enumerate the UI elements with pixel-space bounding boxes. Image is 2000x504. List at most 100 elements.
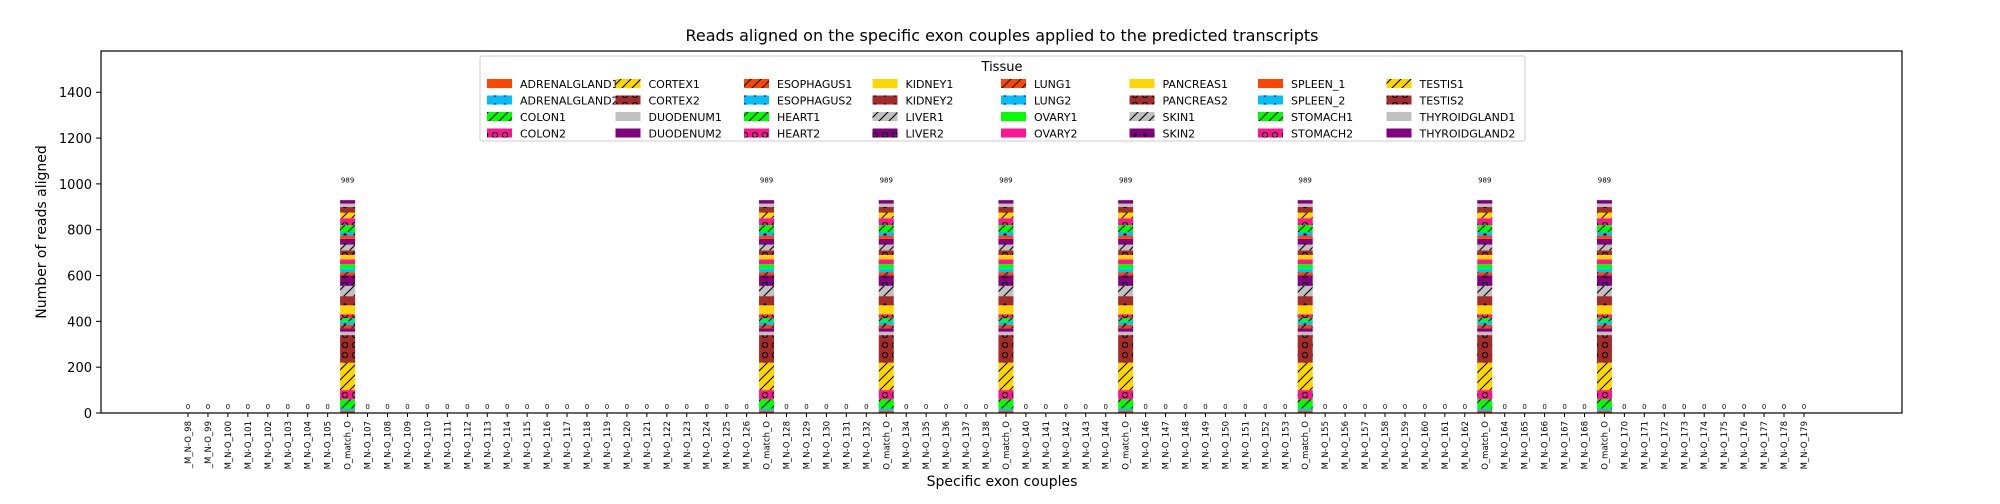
bar-segment-heart1 [1477, 317, 1493, 322]
legend-item-skin2: SKIN2 [1129, 128, 1195, 141]
x-tick-label: M_N-O_144 [1102, 421, 1112, 469]
bar-segment-pancreas2 [340, 250, 356, 255]
bar-segment-testis1 [878, 212, 894, 219]
legend-item-adrenalgland1: ADRENALGLAND1 [487, 78, 619, 91]
bar-segment-cortex1 [1596, 362, 1612, 391]
legend-label: THYROIDGLAND1 [1419, 111, 1516, 124]
bar-total-label: 0 [1522, 403, 1526, 411]
bar-segment-colon2 [998, 390, 1014, 400]
legend-item-esophagus2: ESOPHAGUS2 [744, 95, 852, 108]
bar-segment-testis1 [998, 212, 1014, 219]
bar-segment-liver2 [1297, 275, 1313, 286]
legend-label: LUNG2 [1034, 95, 1071, 108]
x-tick-label: M_N-O_118 [583, 421, 593, 469]
bar-total-label: 989 [880, 176, 893, 184]
bar-segment-esophagus2 [1297, 321, 1313, 325]
bar-total-label: 0 [585, 403, 589, 411]
bar-total-label: 0 [1103, 403, 1107, 411]
bar-segment-cortex1 [1297, 362, 1313, 391]
bar-segment-duodenum1 [1297, 331, 1313, 336]
bar-segment-ovary1 [1477, 264, 1493, 269]
bar-segment-cortex2 [1477, 335, 1493, 363]
bar-total-label: 0 [1702, 403, 1706, 411]
bar-total-label: 0 [784, 403, 788, 411]
bar-segment-adrenalgland1 [878, 410, 894, 413]
bar-segment-thyroidgland1 [1596, 203, 1612, 208]
bar-total-label: 0 [1742, 403, 1746, 411]
legend-label: CORTEX2 [649, 95, 700, 108]
bar-segment-liver1 [998, 285, 1014, 297]
y-tick-label: 200 [67, 361, 92, 376]
x-tick-label: M_N-O_119 [603, 421, 613, 469]
bar-segment-thyroidgland2 [1596, 200, 1612, 204]
bar-segment-ovary1 [1118, 264, 1134, 269]
bar-segment-esophagus1 [759, 324, 775, 329]
x-tick-label: O_match_O [1122, 421, 1132, 470]
bar-segment-duodenum2 [878, 328, 894, 332]
bar-total-label: 0 [844, 403, 848, 411]
x-tick-label: M_N-O_171 [1640, 421, 1650, 469]
legend-label: DUODENUM2 [649, 128, 722, 141]
bar-segment-colon1 [1118, 399, 1134, 409]
bar-segment-cortex2 [1118, 335, 1134, 363]
bar-total-label: 0 [1682, 403, 1686, 411]
bar-segment-testis1 [759, 212, 775, 219]
bar-segment-pancreas2 [998, 250, 1014, 255]
legend-label: TESTIS1 [1419, 78, 1465, 91]
legend-item-testis1: TESTIS1 [1386, 78, 1465, 91]
bar-segment-duodenum1 [1596, 331, 1612, 336]
legend-item-ovary2: OVARY2 [1001, 128, 1077, 141]
x-tick-label: M_N-O_168 [1581, 421, 1591, 469]
bar-segment-colon2 [1118, 390, 1134, 400]
legend-label: PANCREAS2 [1163, 95, 1228, 108]
bar-total-label: 0 [1443, 403, 1447, 411]
legend-label: LIVER2 [906, 128, 945, 141]
legend-item-ovary1: OVARY1 [1001, 111, 1077, 124]
bar-segment-colon2 [1596, 390, 1612, 400]
legend-label: KIDNEY1 [906, 78, 954, 91]
bar-segment-testis1 [1297, 212, 1313, 219]
bar-segment-kidney1 [340, 305, 356, 315]
bar-total-label: 0 [1802, 403, 1806, 411]
x-tick-label: M_N-O_135 [922, 421, 932, 469]
bar-segment-stomach1 [1596, 225, 1612, 232]
bar-total-label: 989 [1598, 176, 1611, 184]
x-tick-label: M_N-O_162 [1461, 421, 1471, 469]
bar-segment-stomach1 [1118, 225, 1134, 232]
bar-segment-kidney1 [1297, 305, 1313, 315]
x-tick-label: M_N-O_107 [364, 421, 374, 469]
legend-item-heart2: HEART2 [744, 128, 820, 141]
bar-segment-duodenum1 [1477, 331, 1493, 336]
bar-segment-spleen-1 [878, 235, 894, 239]
legend-item-duodenum2: DUODENUM2 [615, 128, 722, 141]
x-tick-label: M_N-O_115 [523, 421, 533, 469]
bar-total-label: 0 [924, 403, 928, 411]
bar-segment-thyroidgland1 [340, 203, 356, 208]
bar-segment-lung1 [1297, 272, 1313, 276]
bar-segment-colon2 [1477, 390, 1493, 400]
x-tick-label: M_N-O_100 [224, 421, 234, 469]
legend-swatch [615, 112, 641, 121]
legend-swatch [615, 79, 641, 88]
bar-segment-ovary2 [998, 259, 1014, 265]
x-tick-label: M_N-O_112 [463, 421, 473, 469]
legend-swatch [744, 128, 769, 138]
bar-segment-esophagus2 [998, 321, 1014, 325]
bar-total-label: 0 [266, 403, 270, 411]
bar-segment-lung2 [1477, 268, 1493, 273]
bar-segment-adrenalgland1 [998, 410, 1014, 413]
bar-segment-esophagus2 [340, 321, 356, 325]
bar-segment-ovary1 [1297, 264, 1313, 269]
legend-label: SPLEEN_1 [1291, 78, 1345, 91]
legend-label: SKIN1 [1163, 111, 1196, 124]
x-tick-label: O_match_O [1301, 421, 1311, 470]
x-tick-label: M_N-O_125 [723, 421, 733, 469]
legend-swatch [872, 112, 898, 121]
bar-segment-thyroidgland2 [1118, 200, 1134, 204]
bar-segment-thyroidgland1 [878, 203, 894, 208]
bar-segment-spleen-1 [1118, 235, 1134, 239]
bar-total-label: 0 [685, 403, 689, 411]
bar-segment-heart1 [878, 317, 894, 322]
bar-total-label: 0 [864, 403, 868, 411]
bar-segment-colon1 [1297, 399, 1313, 409]
